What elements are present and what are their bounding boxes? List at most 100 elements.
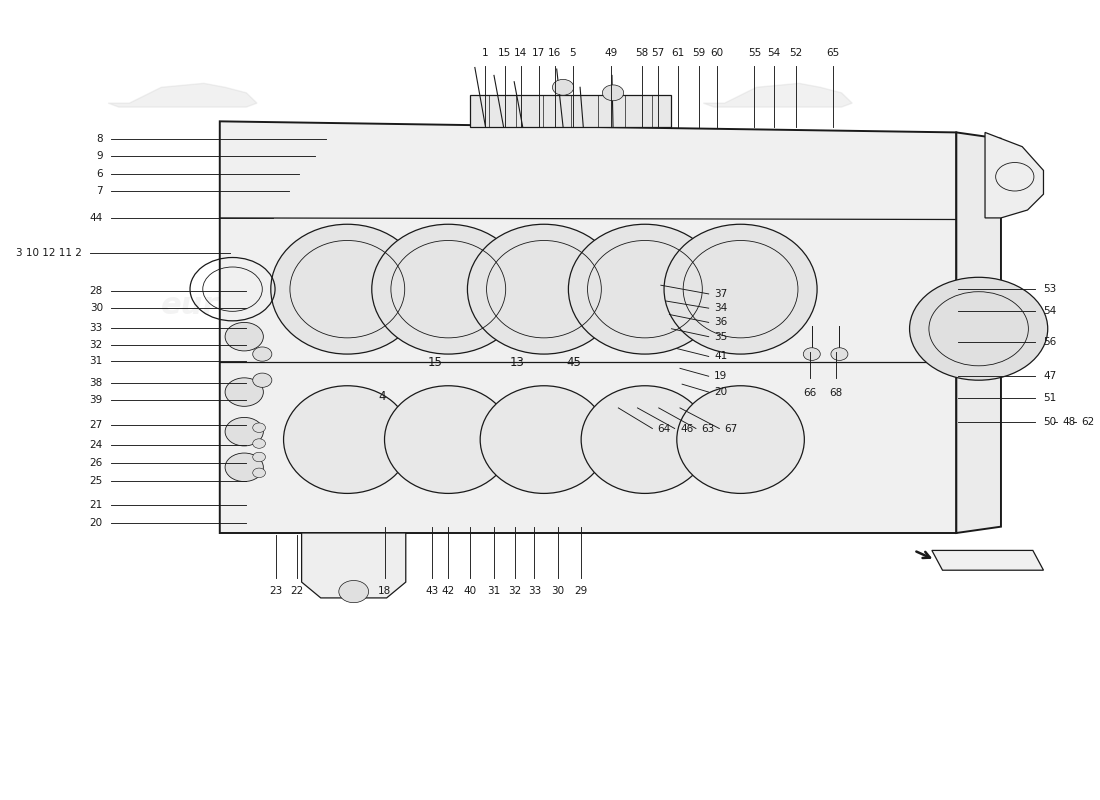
- Text: 24: 24: [89, 440, 103, 450]
- Text: 29: 29: [574, 586, 587, 596]
- Text: 30: 30: [551, 586, 564, 596]
- Text: 9: 9: [96, 151, 103, 161]
- Text: 62: 62: [1081, 417, 1094, 427]
- Text: 21: 21: [89, 500, 103, 510]
- Polygon shape: [956, 133, 1001, 533]
- Text: 17: 17: [532, 48, 546, 58]
- Text: 37: 37: [714, 289, 727, 299]
- Text: 27: 27: [89, 420, 103, 430]
- Text: 1: 1: [482, 48, 488, 58]
- Text: 5: 5: [570, 48, 576, 58]
- Text: 64: 64: [658, 423, 671, 434]
- Text: 38: 38: [89, 378, 103, 387]
- Text: 20: 20: [90, 518, 103, 528]
- Polygon shape: [220, 122, 956, 533]
- Text: 45: 45: [566, 355, 581, 369]
- Ellipse shape: [664, 224, 817, 354]
- Ellipse shape: [385, 386, 513, 494]
- Text: 34: 34: [714, 303, 727, 313]
- Circle shape: [226, 378, 263, 406]
- Text: 33: 33: [528, 586, 541, 596]
- Polygon shape: [470, 95, 671, 127]
- Text: 42: 42: [442, 586, 455, 596]
- Text: 49: 49: [604, 48, 617, 58]
- Circle shape: [910, 278, 1047, 380]
- Text: 14: 14: [514, 48, 527, 58]
- Text: 15: 15: [428, 355, 443, 369]
- Ellipse shape: [481, 386, 607, 494]
- Text: 13: 13: [510, 355, 525, 369]
- Text: 50: 50: [1044, 417, 1057, 427]
- Text: 28: 28: [89, 286, 103, 296]
- Ellipse shape: [581, 386, 708, 494]
- Polygon shape: [108, 83, 257, 107]
- Text: 22: 22: [290, 586, 304, 596]
- Ellipse shape: [271, 224, 424, 354]
- Text: 8: 8: [96, 134, 103, 144]
- Text: 32: 32: [508, 586, 521, 596]
- Text: 16: 16: [548, 48, 561, 58]
- Ellipse shape: [676, 386, 804, 494]
- Text: 65: 65: [826, 48, 839, 58]
- Text: 7: 7: [96, 186, 103, 196]
- Text: eurospares: eurospares: [161, 290, 353, 319]
- Text: 18: 18: [378, 586, 392, 596]
- Text: 67: 67: [725, 423, 738, 434]
- Text: 31: 31: [89, 356, 103, 366]
- Text: 63: 63: [701, 423, 715, 434]
- Ellipse shape: [468, 224, 620, 354]
- Polygon shape: [703, 83, 852, 107]
- Text: eurospares: eurospares: [639, 504, 832, 534]
- Text: 57: 57: [651, 48, 664, 58]
- Text: 68: 68: [829, 388, 843, 398]
- Text: 51: 51: [1044, 393, 1057, 402]
- Text: 36: 36: [714, 318, 727, 327]
- Circle shape: [253, 468, 265, 478]
- Text: 59: 59: [693, 48, 706, 58]
- Circle shape: [552, 79, 574, 95]
- Text: 60: 60: [711, 48, 724, 58]
- Text: 4: 4: [378, 390, 386, 402]
- Text: 35: 35: [714, 332, 727, 342]
- Text: 44: 44: [89, 213, 103, 223]
- Text: 30: 30: [90, 303, 103, 313]
- Text: 25: 25: [89, 476, 103, 486]
- Text: 3 10 12 11 2: 3 10 12 11 2: [15, 248, 81, 258]
- Text: 32: 32: [89, 339, 103, 350]
- Text: 47: 47: [1044, 371, 1057, 382]
- Polygon shape: [301, 533, 406, 598]
- Text: 61: 61: [671, 48, 684, 58]
- Polygon shape: [984, 133, 1044, 218]
- Circle shape: [830, 348, 848, 361]
- Text: 6: 6: [96, 170, 103, 179]
- Text: 53: 53: [1044, 284, 1057, 294]
- Text: 58: 58: [635, 48, 648, 58]
- Circle shape: [226, 418, 263, 446]
- Text: 15: 15: [498, 48, 512, 58]
- Circle shape: [253, 347, 272, 362]
- Polygon shape: [932, 550, 1044, 570]
- Ellipse shape: [372, 224, 525, 354]
- Text: 54: 54: [767, 48, 780, 58]
- Text: 55: 55: [748, 48, 761, 58]
- Circle shape: [253, 452, 265, 462]
- Text: 33: 33: [89, 323, 103, 333]
- Circle shape: [226, 453, 263, 482]
- Text: 19: 19: [714, 371, 727, 382]
- Text: 26: 26: [89, 458, 103, 468]
- Circle shape: [253, 373, 272, 387]
- Text: 31: 31: [487, 586, 500, 596]
- Ellipse shape: [569, 224, 722, 354]
- Circle shape: [339, 581, 369, 602]
- Circle shape: [226, 322, 263, 351]
- Text: 20: 20: [714, 387, 727, 397]
- Text: 23: 23: [270, 586, 283, 596]
- Text: 41: 41: [714, 351, 727, 362]
- Text: 43: 43: [426, 586, 439, 596]
- Text: 40: 40: [463, 586, 476, 596]
- Ellipse shape: [284, 386, 411, 494]
- Text: 66: 66: [803, 388, 816, 398]
- Circle shape: [803, 348, 821, 361]
- Text: 56: 56: [1044, 338, 1057, 347]
- Text: 46: 46: [680, 423, 693, 434]
